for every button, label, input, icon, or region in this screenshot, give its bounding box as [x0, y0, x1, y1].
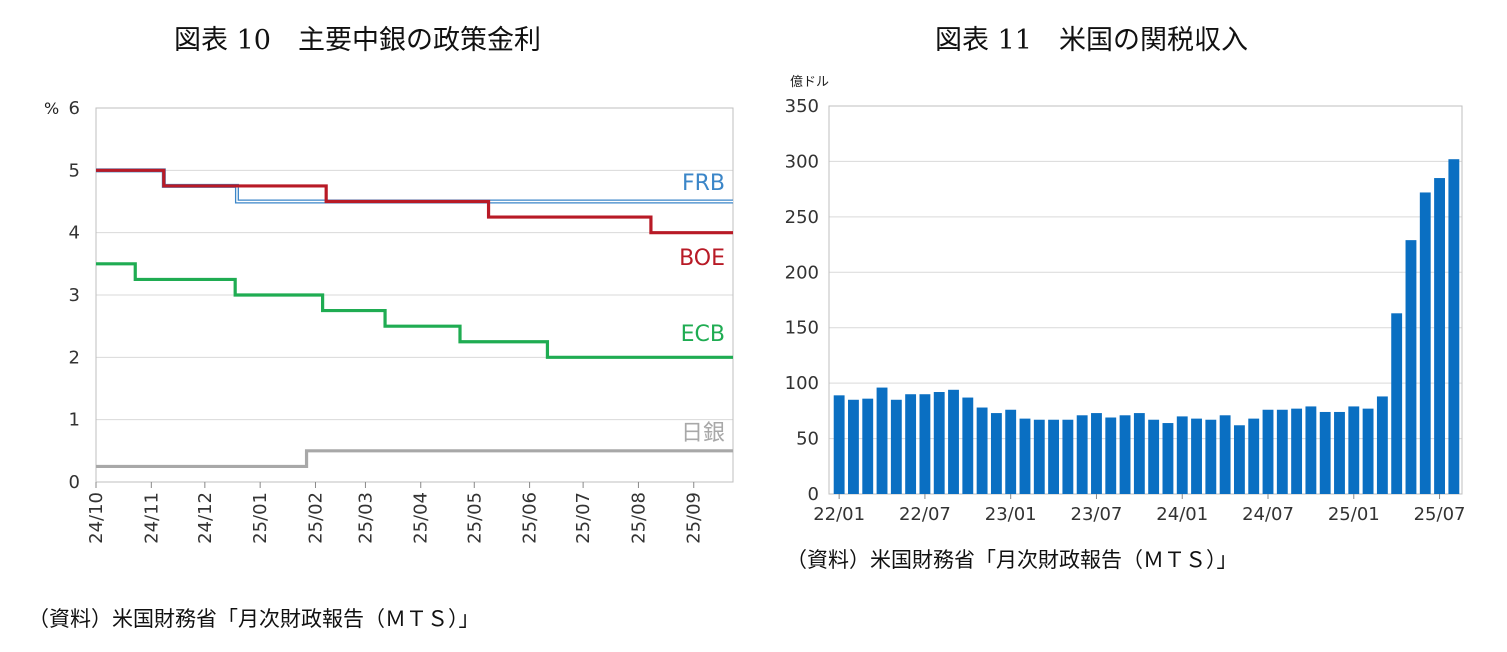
x-tick-label: 25/02 — [305, 492, 326, 544]
bar — [1176, 416, 1188, 494]
bar — [1005, 409, 1017, 494]
y-tick-label: 250 — [785, 207, 819, 228]
bar — [1248, 418, 1260, 494]
bar — [948, 389, 959, 494]
x-tick-label: 24/12 — [195, 492, 216, 544]
x-tick-label: 25/03 — [355, 492, 376, 544]
bar — [1305, 406, 1317, 494]
series-label: FRB — [682, 171, 725, 196]
bar — [1405, 240, 1417, 494]
bar — [962, 397, 974, 494]
series-line-boe — [96, 168, 733, 235]
y-tick-label: 2 — [69, 347, 80, 368]
left-chart-source: （資料）米国財務省「月次財政報告（ＭＴＳ）」 — [28, 607, 480, 631]
y-tick-label: 300 — [785, 151, 819, 172]
y-tick-label: 0 — [808, 484, 819, 505]
bar — [1362, 408, 1374, 494]
y-tick-label: 6 — [69, 98, 80, 119]
bar — [1233, 425, 1245, 494]
bar — [1019, 418, 1031, 494]
bar — [1033, 419, 1045, 494]
x-tick-label: 25/01 — [1328, 504, 1380, 525]
x-tick-label: 23/07 — [1071, 504, 1123, 525]
x-tick-label: 25/05 — [464, 492, 485, 544]
bar — [1448, 159, 1460, 494]
x-tick-label: 23/01 — [985, 504, 1037, 525]
x-tick-label: 24/01 — [1156, 504, 1208, 525]
right-chart-title: 図表 11 米国の関税収入 — [935, 25, 1248, 56]
bar — [976, 407, 988, 494]
bar — [876, 387, 888, 494]
bar — [1348, 406, 1360, 494]
x-tick-label: 22/01 — [813, 504, 865, 525]
bar — [848, 399, 859, 494]
bar — [1391, 313, 1403, 494]
series-label: ECB — [681, 322, 725, 347]
y-tick-label: 1 — [69, 410, 80, 431]
series-label: 日銀 — [681, 421, 725, 446]
y-tick-label: 100 — [785, 373, 819, 394]
x-tick-label: 25/07 — [573, 492, 594, 544]
series-label: BOE — [679, 246, 725, 271]
policy-rate-chart: 0 1 2 3 4 5 6% 24/10 24/11 24/12 25/01 25/02 25/03 25… — [44, 98, 734, 544]
bar — [1291, 408, 1303, 494]
bar — [890, 399, 902, 494]
bar — [1219, 415, 1231, 494]
y-tick-label: 5 — [69, 160, 80, 181]
y-tick-label: 3 — [69, 285, 80, 306]
x-tick-label: 25/06 — [520, 492, 541, 544]
bar — [1205, 419, 1217, 494]
bar — [1434, 178, 1445, 495]
bar — [1419, 192, 1431, 494]
x-tick-label: 24/10 — [86, 492, 107, 544]
bar — [990, 413, 1002, 494]
x-tick-label: 24/07 — [1242, 504, 1294, 525]
tariff-revenue-chart: 0 50 100 150 200 250 300 350 億ドル 22/01 22/07 23/01 2… — [785, 74, 1466, 525]
bar — [1048, 419, 1060, 494]
bar — [862, 398, 874, 494]
y-axis-unit: % — [44, 99, 59, 118]
bar — [833, 395, 845, 494]
bar — [1319, 411, 1331, 494]
left-chart-title: 図表 10 主要中銀の政策金利 — [174, 25, 541, 56]
x-tick-label: 25/01 — [250, 492, 271, 544]
bar — [1148, 419, 1160, 494]
bar — [1119, 415, 1131, 494]
y-axis-unit: 億ドル — [790, 74, 829, 90]
bar — [1334, 411, 1345, 494]
x-tick-label: 22/07 — [899, 504, 951, 525]
series-line-boj — [96, 449, 733, 469]
y-tick-label: 0 — [69, 472, 80, 493]
bar — [1133, 413, 1145, 494]
plot-frame — [828, 105, 1463, 495]
bar — [1105, 417, 1117, 494]
y-tick-label: 150 — [785, 318, 819, 339]
bar — [1191, 418, 1202, 494]
x-tick-label: 25/08 — [628, 492, 649, 544]
plot-frame — [95, 107, 734, 483]
x-tick-label: 24/11 — [141, 492, 162, 544]
x-tick-label: 25/04 — [411, 492, 432, 544]
y-tick-label: 350 — [785, 96, 819, 117]
y-tick-label: 4 — [69, 223, 80, 244]
right-chart-source: （資料）米国財務省「月次財政報告（ＭＴＳ）」 — [786, 548, 1238, 572]
bar — [1262, 409, 1274, 494]
bar — [1091, 413, 1102, 494]
series-line-ecb — [96, 262, 733, 359]
x-tick-label: 25/09 — [684, 492, 705, 544]
bar — [1162, 423, 1174, 494]
y-tick-label: 200 — [785, 262, 819, 283]
bar — [1376, 396, 1388, 494]
bar — [905, 394, 917, 494]
x-tick-label: 25/07 — [1414, 504, 1466, 525]
bar — [1276, 409, 1288, 494]
bar — [1076, 415, 1088, 494]
bar — [1062, 419, 1074, 494]
bar — [919, 394, 931, 494]
bar — [933, 392, 945, 494]
y-tick-label: 50 — [796, 429, 819, 450]
